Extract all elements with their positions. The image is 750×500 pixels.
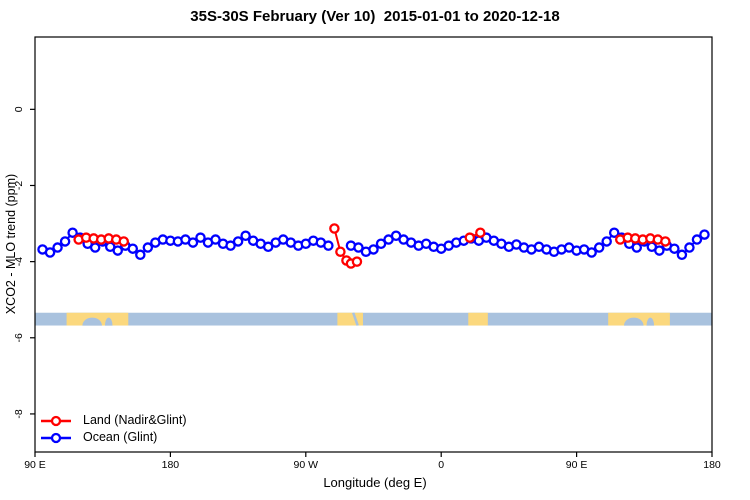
data-point: [601, 236, 612, 247]
y-axis-label: XCO2 - MLO trend (ppm): [4, 173, 18, 315]
legend: Land (Nadir&Glint) Ocean (Glint): [39, 412, 187, 446]
data-point: [368, 244, 379, 255]
data-point: [118, 236, 130, 247]
land-series-marker-icon: [41, 415, 71, 426]
data-point: [142, 242, 154, 253]
legend-label-ocean: Ocean (Glint): [83, 430, 158, 445]
y-tick-label: -8: [13, 409, 25, 418]
data-point: [135, 249, 146, 261]
x-axis: 90 E 180 90 W 0 90 E 180: [24, 452, 721, 471]
data-point: [660, 236, 671, 247]
data-point: [112, 245, 123, 256]
legend-label-land: Land (Nadir&Glint): [83, 413, 187, 428]
land-series: [73, 223, 671, 269]
chart-title: 35S-30S February (Ver 10) 2015-01-01 to …: [190, 8, 560, 25]
data-point: [195, 232, 206, 243]
data-point: [323, 240, 334, 251]
map-strip-land-patch: [468, 312, 488, 326]
map-strip-inlet: [623, 317, 644, 326]
data-point: [676, 249, 688, 261]
ocean-series: [37, 227, 710, 261]
y-tick-label: -4: [13, 257, 25, 266]
data-point: [225, 240, 236, 251]
map-strip-ocean: [35, 312, 712, 326]
x-axis-label: Longitude (deg E): [323, 475, 427, 490]
data-point: [631, 242, 643, 253]
x-tick-label: 0: [438, 459, 444, 471]
x-tick-label: 90 W: [294, 459, 319, 471]
data-point: [699, 229, 710, 240]
ocean-series-marker-icon: [41, 432, 71, 443]
data-point: [210, 234, 221, 245]
x-tick-label: 90 E: [566, 459, 588, 471]
map-strip-inlet: [104, 317, 113, 326]
data-point: [375, 238, 387, 249]
data-point: [335, 246, 346, 257]
data-point: [262, 241, 274, 253]
data-point: [44, 247, 56, 258]
data-point: [684, 242, 695, 253]
x-tick-label: 90 E: [24, 459, 46, 471]
data-point: [586, 247, 597, 258]
data-point: [691, 234, 703, 245]
y-axis: 0 -2 -4 -6 -8: [13, 106, 35, 419]
data-point: [232, 236, 244, 247]
data-point: [67, 227, 78, 238]
map-strip-inlet: [646, 317, 655, 326]
map-strip-inlet: [82, 317, 102, 326]
map-strip-inlet: [352, 312, 359, 326]
data-point: [669, 243, 680, 254]
data-point: [127, 243, 139, 254]
data-point: [654, 245, 665, 256]
data-point: [59, 236, 71, 247]
map-strip-land-patch: [337, 312, 363, 326]
data-point: [329, 223, 340, 234]
data-point: [240, 230, 251, 241]
x-tick-label: 180: [162, 459, 180, 471]
data-point: [89, 242, 101, 253]
data-point: [187, 237, 199, 248]
data-point: [608, 227, 620, 238]
x-tick-label: 180: [703, 459, 721, 471]
legend-item-ocean: Ocean (Glint): [39, 429, 187, 446]
data-point: [475, 227, 486, 238]
data-point: [353, 242, 364, 253]
data-point: [464, 232, 476, 243]
data-point: [351, 256, 363, 267]
map-strip: [35, 312, 712, 326]
y-tick-label: -6: [13, 333, 25, 342]
y-tick-label: 0: [13, 106, 25, 112]
legend-item-land: Land (Nadir&Glint): [39, 412, 187, 429]
plot-border: [34, 36, 713, 453]
y-tick-label: -2: [13, 181, 25, 190]
data-point: [52, 242, 63, 253]
data-point: [593, 242, 605, 253]
